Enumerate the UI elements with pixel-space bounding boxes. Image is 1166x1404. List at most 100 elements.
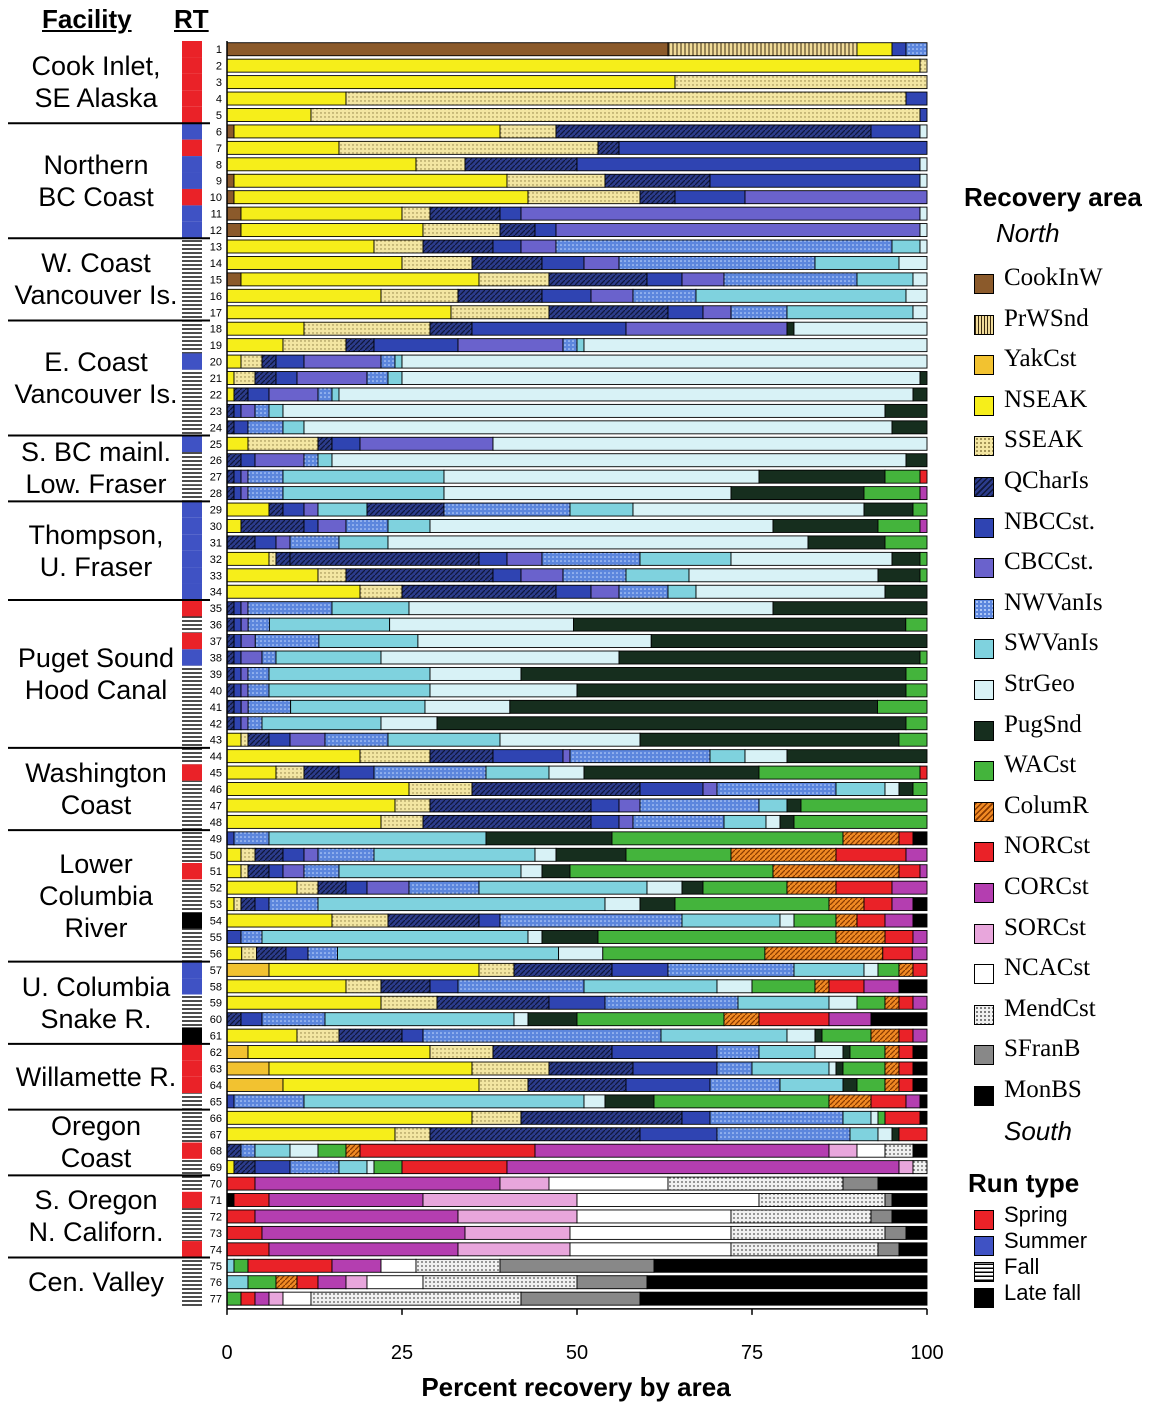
bar-segment-swvanis bbox=[758, 798, 788, 813]
bar-segment-nbccst bbox=[646, 272, 683, 287]
bar-segment-swvanis bbox=[751, 1061, 830, 1076]
bar-segment-strgeo bbox=[338, 387, 914, 402]
bar-segment-sorcst bbox=[457, 1242, 571, 1257]
bar-segment-strgeo bbox=[527, 930, 543, 944]
bar-segment-strgeo bbox=[443, 469, 760, 484]
bar-segment-nseak bbox=[226, 913, 333, 928]
bar-segment-qcharis bbox=[401, 584, 557, 599]
bar-segment-swvanis bbox=[583, 979, 718, 994]
bar-row-62 bbox=[226, 1045, 928, 1060]
group-label: Oregon Coast bbox=[50, 1111, 142, 1174]
bar-segment-strgeo bbox=[919, 173, 928, 188]
bar-segment-nwvanis bbox=[562, 338, 578, 353]
bar-segment-cookinw bbox=[226, 272, 242, 287]
bar-segment-sfranb bbox=[520, 1291, 641, 1306]
legend-label: SWVanIs bbox=[1004, 629, 1099, 657]
bar-segment-norcst bbox=[898, 1028, 914, 1043]
run-type-cell bbox=[182, 435, 202, 452]
bar-segment-qcharis bbox=[226, 650, 235, 665]
row-id-label: 53 bbox=[210, 899, 222, 911]
bar-segment-strgeo bbox=[558, 946, 604, 961]
bar-segment-nwvanis bbox=[233, 1094, 305, 1109]
bar-segment-nbccst bbox=[681, 1110, 711, 1125]
row-id-label: 43 bbox=[210, 735, 222, 747]
bar-segment-cbccst bbox=[562, 749, 571, 764]
bar-segment-swvanis bbox=[667, 584, 697, 599]
legend-label: StrGeo bbox=[1004, 670, 1075, 697]
row-id-label: 3 bbox=[216, 77, 222, 89]
bar-segment-norcst bbox=[884, 930, 914, 944]
legend-swatch bbox=[974, 1086, 994, 1106]
bar-segment-nwvanis bbox=[569, 749, 711, 764]
x-tick-label: 25 bbox=[390, 1342, 414, 1364]
bar-segment-sseak bbox=[527, 190, 641, 205]
bar-segment-monbs bbox=[912, 897, 928, 912]
bar-segment-nseak bbox=[226, 584, 361, 599]
bar-segment-swvanis bbox=[324, 1012, 515, 1027]
bar-segment-strgeo bbox=[380, 650, 620, 665]
bar-segment-sseak bbox=[373, 239, 424, 254]
row-id-label: 39 bbox=[210, 669, 222, 681]
bar-segment-strgeo bbox=[534, 847, 557, 862]
bar-segment-wacst bbox=[247, 1275, 277, 1290]
run-type-cell bbox=[182, 517, 202, 535]
bar-segment-nbccst bbox=[611, 1045, 718, 1060]
bar-segment-sseak bbox=[233, 371, 256, 385]
bar-segment-nwvanis bbox=[443, 502, 571, 517]
legend-label: MonBS bbox=[1004, 1076, 1082, 1103]
row-id-label: 24 bbox=[210, 422, 222, 434]
bar-segment-strgeo bbox=[912, 272, 928, 287]
bar-segment-pugsnd bbox=[583, 765, 760, 780]
run-type-cell bbox=[182, 599, 202, 617]
bar-segment-qcharis bbox=[380, 979, 431, 994]
bar-segment-ncacst bbox=[380, 1258, 417, 1273]
bar-segment-swvanis bbox=[681, 913, 781, 928]
legend-label: SSEAK bbox=[1004, 426, 1084, 454]
bar-segment-mendcst bbox=[310, 1291, 522, 1306]
bar-row-58 bbox=[226, 979, 928, 994]
bar-segment-pugsnd bbox=[884, 403, 928, 418]
bar-segment-nwvanis bbox=[380, 354, 396, 369]
run-type-cell bbox=[182, 715, 202, 732]
bar-segment-corcst bbox=[317, 1275, 347, 1290]
run-type-cell bbox=[182, 1076, 202, 1094]
bar-segment-nwvanis bbox=[457, 979, 585, 994]
group-label: S. BC mainl. Low. Fraser bbox=[20, 437, 172, 500]
bar-segment-swvanis bbox=[338, 1160, 368, 1175]
bar-segment-wacst bbox=[877, 699, 928, 714]
bar-segment-qcharis bbox=[226, 683, 235, 698]
bar-segment-wacst bbox=[317, 1143, 347, 1158]
bar-segment-nwvanis bbox=[618, 255, 816, 270]
bar-segment-nwvanis bbox=[261, 1012, 326, 1027]
bar-segment-sseak bbox=[359, 584, 403, 599]
row-id-label: 12 bbox=[210, 225, 222, 237]
bar-segment-monbs bbox=[912, 1143, 928, 1158]
bar-segment-strgeo bbox=[919, 157, 928, 172]
bar-segment-nbccst bbox=[870, 124, 921, 139]
bar-segment-corcst bbox=[268, 1242, 459, 1257]
bar-segment-corcst bbox=[331, 1258, 382, 1273]
bar-segment-corcst bbox=[905, 847, 928, 862]
bar-segment-qcharis bbox=[338, 1028, 403, 1043]
bar-segment-pugsnd bbox=[898, 782, 914, 796]
legend-title: Recovery area bbox=[964, 182, 1142, 212]
row-id-label: 42 bbox=[210, 718, 222, 730]
run-type-cell bbox=[182, 1224, 202, 1242]
bar-segment-strgeo bbox=[919, 206, 928, 221]
bar-segment-cookinw bbox=[226, 206, 242, 221]
bar-segment-qcharis bbox=[548, 305, 669, 320]
bar-row-22 bbox=[226, 387, 928, 402]
bar-row-14 bbox=[226, 255, 928, 270]
bar-row-39 bbox=[226, 666, 928, 681]
bar-segment-nwvanis bbox=[716, 782, 837, 796]
bar-segment-nwvanis bbox=[247, 683, 270, 698]
bar-segment-sfranb bbox=[884, 1225, 907, 1240]
bar-segment-norcst bbox=[758, 1012, 830, 1027]
bar-segment-nwvanis bbox=[247, 469, 284, 484]
bar-segment-wacst bbox=[597, 930, 837, 944]
run-type-cell bbox=[182, 1241, 202, 1258]
bar-segment-nbccst bbox=[632, 1061, 718, 1076]
bar-segment-nseak bbox=[240, 223, 424, 238]
run-type-cell bbox=[182, 698, 202, 716]
bar-segment-nbccst bbox=[891, 42, 907, 57]
